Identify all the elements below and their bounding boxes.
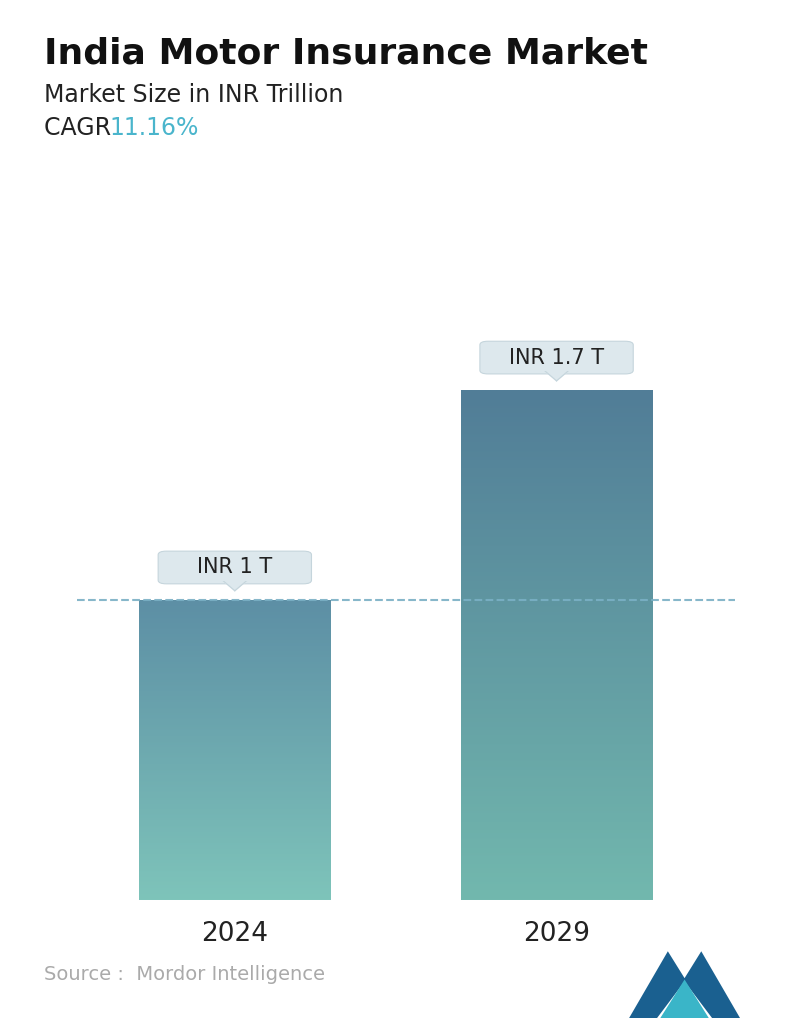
Text: Market Size in INR Trillion: Market Size in INR Trillion	[44, 83, 343, 107]
Polygon shape	[544, 370, 569, 381]
Text: INR 1.7 T: INR 1.7 T	[509, 347, 604, 367]
Polygon shape	[629, 951, 740, 1018]
Polygon shape	[660, 979, 709, 1018]
Text: 11.16%: 11.16%	[109, 116, 198, 140]
FancyBboxPatch shape	[480, 341, 634, 374]
Text: India Motor Insurance Market: India Motor Insurance Market	[44, 36, 648, 70]
Text: CAGR: CAGR	[44, 116, 119, 140]
Text: INR 1 T: INR 1 T	[197, 557, 272, 577]
FancyBboxPatch shape	[158, 551, 311, 584]
Text: Source :  Mordor Intelligence: Source : Mordor Intelligence	[44, 966, 325, 984]
Polygon shape	[223, 580, 247, 590]
